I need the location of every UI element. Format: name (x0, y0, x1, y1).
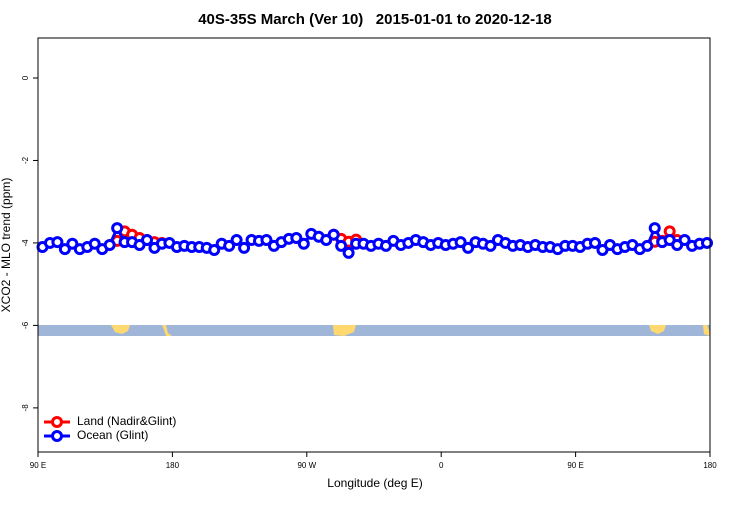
data-point (230, 234, 243, 247)
data-point (260, 234, 273, 247)
data-point (88, 237, 101, 250)
plot-data (36, 222, 714, 259)
x-tick-label: 180 (703, 461, 717, 470)
y-tick-label: -2 (21, 156, 30, 164)
data-point (141, 234, 154, 247)
data-point (238, 241, 251, 254)
data-point (103, 239, 116, 251)
legend-label: Land (Nadir&Glint) (77, 414, 176, 428)
data-point (51, 236, 64, 249)
x-tick-label: 90 E (567, 461, 583, 470)
data-point (327, 228, 340, 241)
legend-marker (51, 430, 63, 442)
x-tick-label: 90 E (30, 461, 46, 470)
data-point (111, 222, 124, 235)
data-point (297, 237, 310, 250)
data-point (641, 239, 654, 252)
x-axis-label: Longitude (deg E) (327, 476, 422, 490)
data-point (58, 243, 71, 256)
data-point (342, 246, 355, 259)
chart-title: 40S-35S March (Ver 10) 2015-01-01 to 202… (198, 11, 552, 28)
y-tick-label: -6 (21, 321, 30, 329)
plot-frame (37, 37, 711, 453)
data-point (484, 239, 497, 252)
y-axis-label: XCO2 - MLO trend (ppm) (0, 178, 13, 313)
data-point (208, 243, 221, 256)
land-mask (38, 325, 710, 336)
data-point (701, 236, 714, 249)
data-point (223, 239, 236, 252)
x-tick-label: 90 W (297, 461, 316, 470)
data-point (290, 231, 303, 244)
data-point (335, 239, 348, 252)
data-point (648, 222, 661, 235)
y-tick-label: 0 (21, 75, 30, 80)
data-point (462, 241, 475, 254)
data-point (66, 237, 79, 250)
y-tick-label: -8 (21, 404, 30, 412)
data-point (320, 234, 333, 247)
x-tick-label: 0 (439, 461, 444, 470)
legend-marker (51, 416, 63, 428)
data-point (589, 236, 602, 249)
x-tick-label: 180 (166, 461, 180, 470)
legend-label: Ocean (Glint) (77, 428, 148, 442)
legend: Land (Nadir&Glint)Ocean (Glint) (44, 414, 176, 442)
axes: 90 E 180 90 W 0 90 E 180 -8 -6 -4 -2 0 (21, 75, 717, 470)
data-point (454, 236, 467, 249)
data-point (678, 234, 691, 247)
y-tick-label: -4 (21, 239, 30, 247)
